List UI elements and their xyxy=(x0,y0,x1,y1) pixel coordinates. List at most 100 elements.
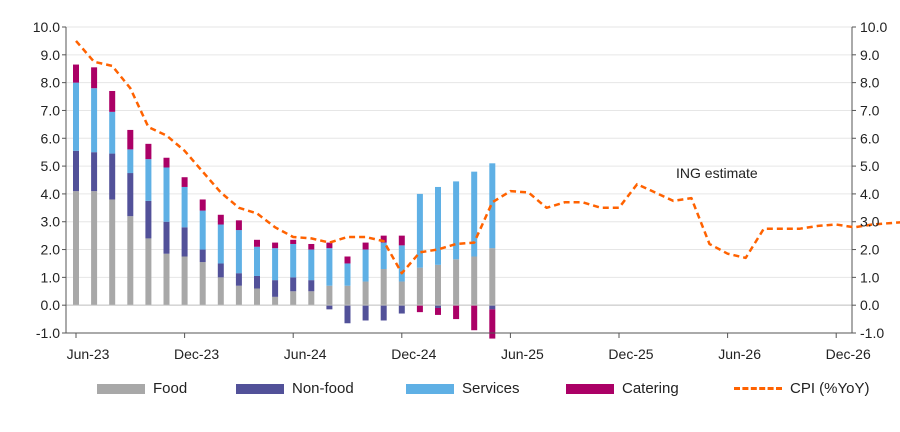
bar-segment-food xyxy=(163,253,170,306)
bar-segment-services xyxy=(326,248,333,286)
bar-segment-food xyxy=(109,199,116,306)
bar-segment-catering xyxy=(344,256,351,264)
bar-segment-food xyxy=(199,262,206,306)
y-tick-label-right: 4.0 xyxy=(860,186,880,202)
bar-segment-non-food xyxy=(199,249,206,263)
y-tick-label-right: 10.0 xyxy=(860,19,887,35)
bar-segment-catering xyxy=(163,157,170,168)
bar-segment-non-food xyxy=(362,305,369,321)
bar-segment-services xyxy=(416,193,423,268)
y-tick-label-right: 2.0 xyxy=(860,242,880,258)
y-tick-label-right: 5.0 xyxy=(860,158,880,174)
y-tick-label-right: 3.0 xyxy=(860,214,880,230)
bar-segment-services xyxy=(398,245,405,282)
bar-segment-food xyxy=(217,277,224,306)
y-tick-label-left: 6.0 xyxy=(41,130,61,146)
bar-segment-non-food xyxy=(181,227,188,257)
bar-segment-catering xyxy=(91,67,98,89)
legend-item-food: Food xyxy=(97,380,187,397)
bar-segment-services xyxy=(471,171,478,257)
bar-segment-services xyxy=(235,230,242,274)
bar-segment-services xyxy=(362,249,369,282)
legend-label-services: Services xyxy=(462,380,520,397)
bar-segment-services xyxy=(127,149,134,174)
x-tick-label: Jun-25 xyxy=(501,346,544,362)
bar-segment-non-food xyxy=(435,305,441,308)
bar-segment-catering xyxy=(217,214,224,225)
bar-segment-catering xyxy=(471,305,478,331)
bar-segment-services xyxy=(91,88,98,153)
bar-segment-food xyxy=(254,288,260,306)
bar-segment-non-food xyxy=(163,221,170,254)
bar-segment-services xyxy=(145,159,152,201)
bar-segment-non-food xyxy=(145,200,152,239)
bar-segment-catering xyxy=(109,90,116,112)
bar-segment-catering xyxy=(73,64,79,83)
bar-segment-food xyxy=(416,267,423,306)
x-tick-label: Jun-23 xyxy=(67,346,110,362)
bar-segment-food xyxy=(272,296,279,306)
x-tick-label: Dec-23 xyxy=(174,346,219,362)
bar-segment-non-food xyxy=(254,275,260,289)
legend-item-cpi: CPI (%YoY) xyxy=(734,380,869,397)
bar-segment-services xyxy=(380,242,387,270)
bar-segment-catering xyxy=(416,305,423,313)
y-tick-label-left: 2.0 xyxy=(41,242,61,258)
bar-segment-non-food xyxy=(272,280,279,297)
bar-segment-catering xyxy=(199,199,206,211)
bar-segment-catering xyxy=(290,239,297,244)
x-tick-label: Dec-26 xyxy=(826,346,871,362)
bar-segment-non-food xyxy=(326,305,333,310)
bar-segment-services xyxy=(254,246,260,276)
y-tick-label-left: -1.0 xyxy=(36,325,60,341)
bar-segment-non-food xyxy=(380,305,387,321)
y-tick-label-right: -1.0 xyxy=(860,325,884,341)
y-tick-label-right: 8.0 xyxy=(860,75,880,91)
y-tick-label-left: 9.0 xyxy=(41,47,61,63)
x-tick-label: Jun-26 xyxy=(718,346,761,362)
legend-swatch-cpi xyxy=(734,387,782,390)
legend-label-cpi: CPI (%YoY) xyxy=(790,380,870,397)
y-tick-label-right: 7.0 xyxy=(860,102,880,118)
bar-segment-catering xyxy=(272,242,279,249)
y-tick-label-left: 10.0 xyxy=(33,19,60,35)
bar-segment-non-food xyxy=(217,263,224,278)
bar-segment-food xyxy=(235,285,242,306)
bar-segment-non-food xyxy=(127,173,134,217)
bar-segment-catering xyxy=(326,242,333,249)
bar-segment-non-food xyxy=(73,150,79,192)
legend: Food Non-food Services Catering CPI (%Yo… xyxy=(0,380,900,404)
bar-segment-catering xyxy=(489,309,496,339)
bar-segment-services xyxy=(73,82,79,151)
bar-segment-food xyxy=(344,285,351,306)
bar-segment-catering xyxy=(380,235,387,243)
axis-ticks: -1.0 -1.0 0.0 0.0 1.0 1.0 2.0 2.0 3.0 3.0 4.0 4.0 5.… xyxy=(33,19,888,362)
bar-segment-services xyxy=(290,243,297,278)
legend-label-food: Food xyxy=(153,380,188,397)
bars xyxy=(73,64,496,339)
bar-segment-food xyxy=(91,191,98,306)
y-tick-label-right: 9.0 xyxy=(860,47,880,63)
bar-segment-catering xyxy=(235,220,242,231)
y-tick-label-left: 4.0 xyxy=(41,186,61,202)
x-tick-label: Dec-25 xyxy=(608,346,653,362)
bar-segment-services xyxy=(453,181,460,260)
bar-segment-catering xyxy=(181,177,188,187)
legend-swatch-food xyxy=(97,383,145,394)
bar-segment-food xyxy=(398,281,405,306)
y-tick-label-left: 8.0 xyxy=(41,75,61,91)
bar-segment-services xyxy=(344,263,351,286)
bar-segment-food xyxy=(435,264,441,306)
bar-segment-services xyxy=(217,224,224,264)
bar-segment-non-food xyxy=(109,153,116,200)
bar-segment-food xyxy=(181,256,188,306)
bar-segment-food xyxy=(308,291,315,306)
bar-segment-non-food xyxy=(489,305,496,310)
chart: -1.0 -1.0 0.0 0.0 1.0 1.0 2.0 2.0 3.0 3.0 4.0 4.0 5.… xyxy=(33,19,900,362)
bar-segment-food xyxy=(471,256,478,306)
y-tick-label-right: 1.0 xyxy=(860,269,880,285)
cpi-line xyxy=(75,40,900,275)
legend-item-non-food: Non-food xyxy=(236,380,354,397)
y-tick-label-left: 1.0 xyxy=(41,269,61,285)
bar-segment-services xyxy=(163,167,170,222)
